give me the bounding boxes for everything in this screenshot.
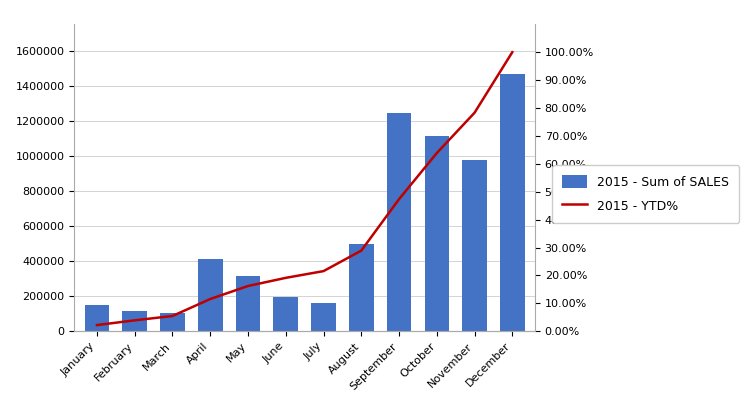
2015 - YTD% bbox=[282, 276, 291, 280]
2015 - YTD% bbox=[92, 323, 101, 328]
Bar bbox=[123, 311, 147, 331]
2015 - YTD% bbox=[168, 314, 177, 318]
Bar bbox=[349, 244, 374, 331]
2015 - YTD% bbox=[508, 50, 517, 55]
Bar bbox=[387, 113, 412, 331]
Bar bbox=[198, 259, 222, 331]
Bar bbox=[160, 313, 185, 331]
2015 - YTD% bbox=[206, 297, 215, 301]
2015 - YTD% bbox=[130, 318, 139, 323]
2015 - YTD% bbox=[432, 151, 441, 156]
Bar bbox=[424, 136, 449, 331]
2015 - YTD% bbox=[470, 110, 479, 115]
Legend: 2015 - Sum of SALES, 2015 - YTD%: 2015 - Sum of SALES, 2015 - YTD% bbox=[552, 165, 739, 223]
2015 - YTD% bbox=[395, 197, 403, 202]
Bar bbox=[462, 160, 487, 331]
Bar bbox=[273, 297, 298, 331]
2015 - YTD% bbox=[357, 248, 366, 253]
Bar bbox=[85, 305, 109, 331]
Bar bbox=[311, 303, 336, 331]
2015 - YTD% bbox=[244, 284, 253, 288]
2015 - YTD% bbox=[319, 269, 328, 274]
Bar bbox=[236, 276, 260, 331]
Line: 2015 - YTD%: 2015 - YTD% bbox=[97, 52, 513, 325]
Bar bbox=[500, 74, 525, 331]
